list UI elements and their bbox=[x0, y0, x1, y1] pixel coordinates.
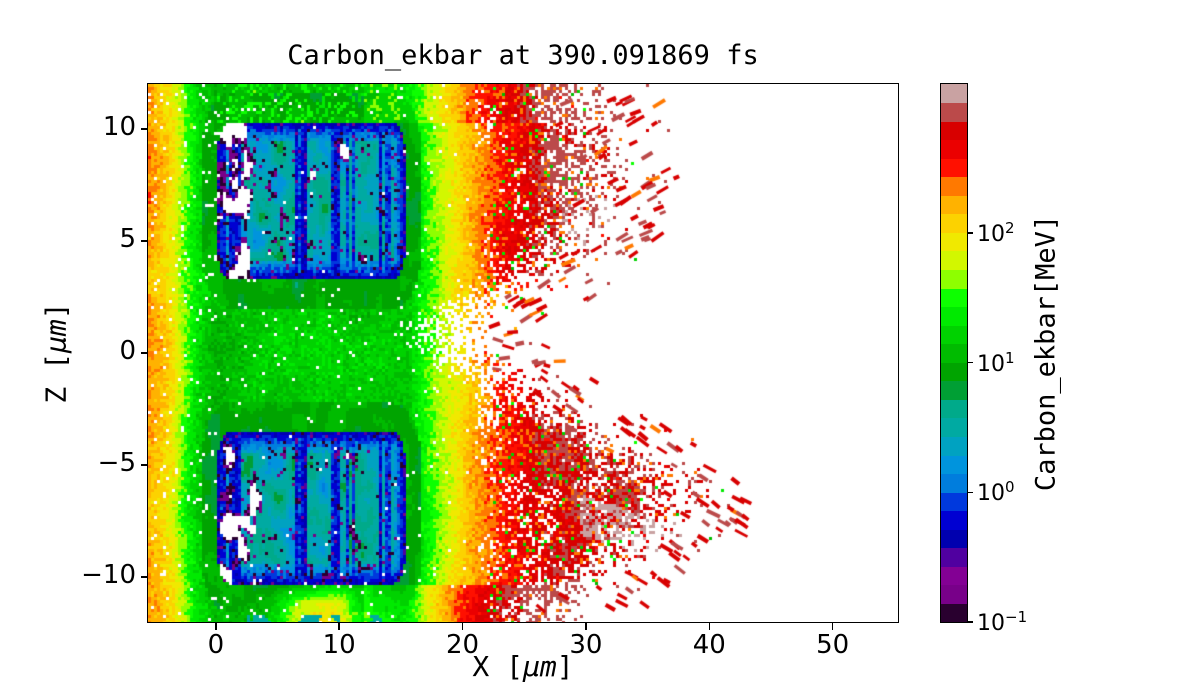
colorbar-band bbox=[941, 139, 967, 159]
heatmap-canvas bbox=[148, 84, 898, 622]
y-tick-label-2: 0 bbox=[119, 336, 136, 366]
colorbar-band bbox=[941, 288, 967, 308]
colorbar-tick-mark bbox=[968, 621, 973, 623]
colorbar-band bbox=[941, 84, 967, 104]
colorbar-band bbox=[941, 492, 967, 512]
x-axis-label-pre: X [ bbox=[472, 650, 523, 683]
colorbar-band bbox=[941, 566, 967, 586]
colorbar-band bbox=[941, 417, 967, 437]
colorbar-band bbox=[941, 529, 967, 549]
colorbar-band bbox=[941, 176, 967, 196]
colorbar-tick-label-0: 102 bbox=[977, 218, 1015, 248]
y-tick-label-1: 5 bbox=[119, 223, 136, 254]
y-axis-label-unit: μm bbox=[39, 319, 73, 353]
x-tick-label-0: 0 bbox=[207, 630, 225, 660]
y-axis-label-post: ] bbox=[39, 302, 73, 320]
x-tick-label-2: 20 bbox=[446, 630, 480, 660]
colorbar-band bbox=[941, 306, 967, 326]
x-tick-mark bbox=[338, 623, 340, 630]
colorbar-band bbox=[941, 213, 967, 233]
colorbar-band bbox=[941, 269, 967, 289]
y-tick-label-0: 10 bbox=[102, 111, 136, 142]
x-axis-label-unit: μm bbox=[523, 650, 557, 683]
x-tick-mark bbox=[708, 623, 711, 630]
y-tick-mark bbox=[141, 576, 148, 578]
colorbar bbox=[941, 84, 967, 623]
colorbar-band bbox=[941, 121, 967, 141]
chart-title: Carbon_ekbar at 390.091869 fs bbox=[287, 40, 759, 71]
colorbar-band bbox=[941, 325, 967, 345]
colorbar-band bbox=[941, 380, 967, 400]
y-axis-label-pre: Z [ bbox=[39, 353, 73, 404]
x-tick-label-1: 10 bbox=[322, 630, 356, 660]
colorbar-band bbox=[941, 250, 967, 270]
colorbar-band bbox=[941, 603, 967, 623]
x-tick-mark bbox=[585, 623, 587, 630]
y-tick-mark bbox=[141, 464, 148, 466]
colorbar-band bbox=[941, 158, 967, 178]
colorbar-tick-mark bbox=[968, 491, 973, 494]
colorbar-band bbox=[941, 436, 967, 456]
colorbar-tick-label-1: 101 bbox=[977, 348, 1015, 377]
colorbar-tick-label-3: 10−1 bbox=[977, 607, 1028, 637]
colorbar-band bbox=[941, 510, 967, 530]
colorbar-tick-mark bbox=[968, 361, 973, 364]
x-tick-label-5: 50 bbox=[816, 630, 850, 660]
x-axis-label: X [μm] bbox=[148, 650, 898, 683]
colorbar-band bbox=[941, 343, 967, 363]
colorbar-band bbox=[941, 195, 967, 215]
colorbar-band bbox=[941, 455, 967, 475]
y-tick-label-4: −10 bbox=[81, 560, 136, 591]
colorbar-tick-mark bbox=[968, 232, 973, 234]
y-axis-label: Z [μm] bbox=[40, 302, 73, 403]
y-tick-mark bbox=[141, 352, 148, 354]
colorbar-band bbox=[941, 473, 967, 493]
colorbar-band bbox=[941, 362, 967, 382]
x-tick-label-4: 40 bbox=[692, 630, 726, 660]
x-tick-mark bbox=[215, 623, 217, 630]
y-tick-label-3: −5 bbox=[97, 448, 136, 479]
x-tick-label-3: 30 bbox=[569, 630, 603, 660]
x-tick-mark bbox=[831, 623, 834, 630]
y-tick-mark bbox=[141, 240, 148, 242]
colorbar-band bbox=[941, 399, 967, 419]
colorbar-band bbox=[941, 584, 967, 604]
colorbar-label: Carbon_ekbar[MeV] bbox=[1030, 214, 1062, 492]
x-tick-mark bbox=[461, 623, 464, 630]
colorbar-tick-label-2: 100 bbox=[977, 478, 1015, 507]
y-tick-mark bbox=[141, 128, 148, 130]
colorbar-band bbox=[941, 232, 967, 252]
colorbar-band bbox=[941, 547, 967, 567]
colorbar-band bbox=[941, 102, 967, 122]
x-axis-label-post: ] bbox=[556, 650, 574, 683]
